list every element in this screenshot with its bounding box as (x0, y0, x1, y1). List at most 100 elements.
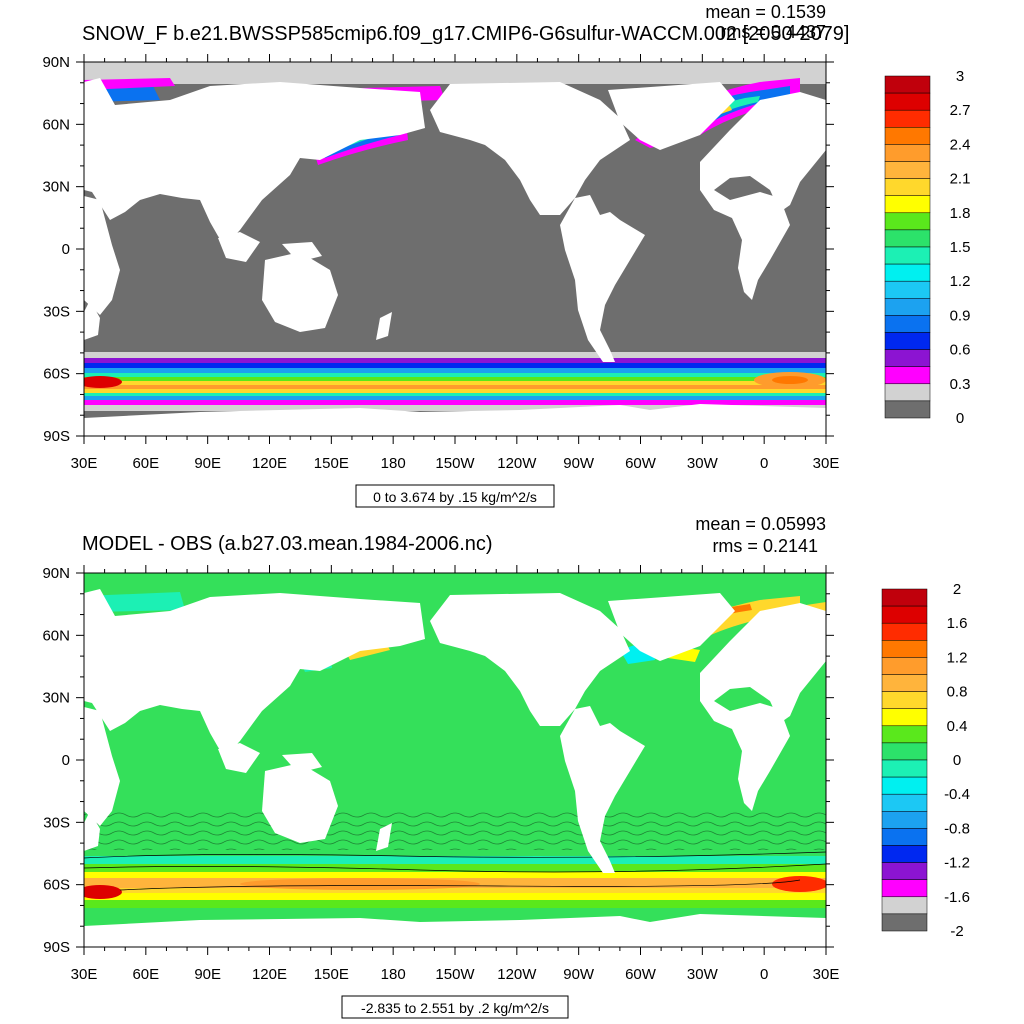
colorbar-label: 0 (953, 752, 961, 769)
colorbar-swatch (884, 195, 931, 214)
colorbar-swatch (884, 263, 931, 282)
colorbar-swatch (884, 400, 931, 419)
y-tick-label: 60N (42, 116, 70, 133)
colorbar-swatch (881, 725, 928, 744)
colorbar-swatch (884, 212, 931, 231)
bottom-range-label: -2.835 to 2.551 by .2 kg/m^2/s (361, 1000, 549, 1016)
bottom-map-field (84, 573, 826, 947)
colorbar-swatch (881, 708, 928, 727)
colorbar-swatch (884, 332, 931, 350)
x-tick-label: 60E (132, 455, 159, 472)
x-tick-label: 90E (194, 966, 221, 983)
x-tick-label: 0 (760, 966, 768, 983)
colorbar-swatch (884, 75, 931, 94)
top-range-label: 0 to 3.674 by .15 kg/m^2/s (373, 489, 537, 505)
bottom-panel-title: MODEL - OBS (a.b27.03.mean.1984-2006.nc) (82, 533, 493, 555)
top-colorbar: 3 2.7 2.4 2.1 1.8 1.5 1.2 0.9 0.6 0.3 0 (884, 68, 971, 427)
x-tick-label: 30E (813, 455, 840, 472)
x-tick-label: 30E (813, 966, 840, 983)
x-tick-label: 60W (625, 966, 657, 983)
top-map-field (84, 62, 826, 436)
x-tick-label: 0 (760, 455, 768, 472)
top-antarctica (84, 404, 826, 436)
y-tick-label: 90S (43, 428, 70, 445)
bottom-colorbar: 2 1.6 1.2 0.8 0.4 0 -0.4 -0.8 -1.2 -1.6 -2 (881, 581, 970, 940)
top-mean-label: mean = 0.1539 (705, 2, 826, 22)
y-tick-label: 90N (42, 54, 70, 71)
colorbar-swatch (881, 793, 928, 812)
top-arctic-band (84, 62, 826, 84)
colorbar-swatch (881, 588, 928, 607)
colorbar-label: 1.8 (950, 205, 971, 222)
y-tick-label: 30S (43, 814, 70, 831)
x-tick-label: 150E (314, 455, 349, 472)
colorbar-swatch (881, 674, 928, 692)
colorbar-swatch (884, 229, 931, 248)
colorbar-swatch (884, 144, 931, 162)
y-tick-label: 0 (62, 752, 70, 769)
top-x-axis-labels: 30E 60E 90E 120E 150E 180 150W 120W 90W 60W 30W 0 30… (71, 455, 840, 472)
colorbar-swatch (884, 127, 931, 145)
x-tick-label: 150W (435, 455, 475, 472)
colorbar-swatch (884, 246, 931, 265)
colorbar-label: -0.8 (944, 820, 970, 837)
colorbar-swatch (881, 657, 928, 675)
y-tick-label: 0 (62, 241, 70, 258)
colorbar-swatch (881, 759, 928, 778)
x-tick-label: 90W (563, 966, 595, 983)
colorbar-label: -2 (950, 923, 963, 940)
top-panel-title: SNOW_F b.e21.BWSSP585cmip6.f09_g17.CMIP6… (82, 23, 849, 45)
bottom-rms-label: rms = 0.2141 (712, 536, 818, 556)
x-tick-label: 180 (381, 966, 406, 983)
x-tick-label: 120E (252, 966, 287, 983)
bottom-land-masks (84, 589, 826, 873)
colorbar-label: 2 (953, 581, 961, 598)
colorbar-swatch (884, 315, 931, 333)
colorbar-label: 2.4 (950, 136, 971, 153)
colorbar-swatch (884, 383, 931, 402)
bottom-y-axis-labels: 90N 60N 30N 0 30S 60S 90S (42, 565, 70, 956)
y-tick-label: 60N (42, 627, 70, 644)
top-axis-ticks (76, 54, 834, 444)
x-tick-label: 90W (563, 455, 595, 472)
colorbar-label: 1.2 (947, 649, 968, 666)
bottom-antarctica (84, 914, 826, 947)
colorbar-label: 3 (956, 68, 964, 85)
colorbar-label: 0 (956, 410, 964, 427)
y-tick-label: 90S (43, 939, 70, 956)
top-rms-label: rms = 0.4437 (720, 22, 826, 42)
colorbar-label: 1.5 (950, 239, 971, 256)
colorbar-label: 2.1 (950, 171, 971, 188)
x-tick-label: 120E (252, 455, 287, 472)
colorbar-label: -1.6 (944, 889, 970, 906)
x-tick-label: 180 (381, 455, 406, 472)
colorbar-swatch (881, 896, 928, 915)
x-tick-label: 30E (71, 455, 98, 472)
colorbar-swatch (884, 161, 931, 179)
colorbar-label: 0.8 (947, 684, 968, 701)
x-tick-label: 60E (132, 966, 159, 983)
colorbar-swatch (884, 298, 931, 316)
y-tick-label: 60S (43, 877, 70, 894)
y-tick-label: 90N (42, 565, 70, 582)
colorbar-label: 0.9 (950, 307, 971, 324)
x-tick-label: 120W (497, 966, 537, 983)
x-tick-label: 150W (435, 966, 475, 983)
bottom-x-axis-labels: 30E 60E 90E 120E 150E 180 150W 120W 90W 60W 30W 0 30… (71, 966, 840, 983)
colorbar-swatch (884, 92, 931, 111)
colorbar-swatch (881, 811, 928, 829)
top-land-masks (84, 78, 826, 362)
bottom-axis-ticks (76, 565, 834, 955)
bottom-range-box (341, 995, 569, 1019)
bottom-mean-label: mean = 0.05993 (695, 514, 826, 534)
colorbar-label: 2.7 (950, 102, 971, 119)
colorbar-swatch (881, 828, 928, 846)
x-tick-label: 30W (687, 966, 719, 983)
colorbar-swatch (881, 605, 928, 624)
x-tick-label: 30E (71, 966, 98, 983)
colorbar-swatch (881, 776, 928, 795)
y-tick-label: 30N (42, 690, 70, 707)
top-range-box (355, 484, 555, 508)
colorbar-swatch (881, 879, 928, 898)
